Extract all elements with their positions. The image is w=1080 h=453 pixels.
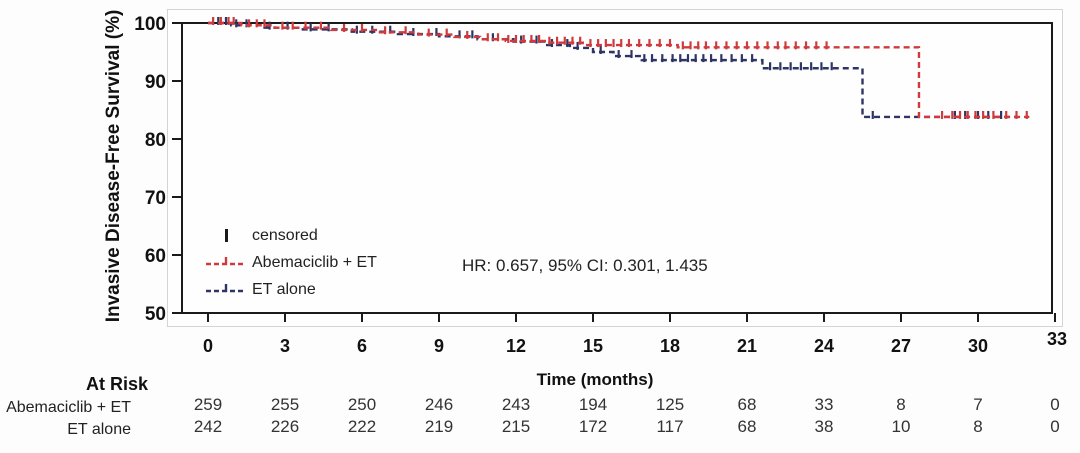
legend-label-abemaciclib: Abemaciclib + ET: [252, 253, 377, 271]
x-tick-label: 18: [660, 336, 680, 356]
at-risk-value: 33: [814, 395, 834, 414]
y-axis-title: Invasive Disease-Free Survival (%): [103, 9, 124, 323]
at-risk-value: 242: [193, 417, 223, 436]
y-tick-label: 90: [145, 72, 166, 93]
x-tick-label: 15: [583, 336, 603, 356]
survival-curve-ET alone: [208, 21, 1017, 119]
abemaciclib-line-icon: [204, 256, 248, 270]
x-tick-label: 24: [814, 336, 834, 356]
x-tick-label: 30: [968, 336, 988, 356]
legend-row-et-alone: ET alone: [204, 276, 377, 303]
x-tick-label: 9: [434, 336, 444, 356]
x-tick-label: 0: [203, 336, 213, 356]
at-risk-value: 246: [424, 395, 454, 414]
legend: censored Abemaciclib + ET ET alone: [204, 222, 377, 303]
at-risk-value: 219: [424, 417, 454, 436]
at-risk-row-label-et-alone: ET alone: [67, 421, 131, 438]
at-risk-value: 0: [1050, 417, 1060, 436]
at-risk-value: 0: [1050, 395, 1060, 414]
y-tick-label: 100: [134, 14, 166, 35]
y-tick-label: 70: [145, 188, 166, 209]
x-tick-label: 12: [506, 336, 526, 356]
y-tick-label: 80: [145, 130, 166, 151]
at-risk-value: 8: [973, 417, 983, 436]
at-risk-value: 7: [973, 395, 983, 414]
at-risk-value: 194: [578, 395, 608, 414]
at-risk-value: 215: [501, 417, 531, 436]
et-alone-line-icon: [204, 283, 248, 297]
at-risk-value: 222: [347, 417, 377, 436]
plot-outer-border: [167, 9, 1063, 327]
y-tick-label: 60: [145, 246, 166, 267]
legend-label-censored: censored: [252, 226, 318, 244]
at-risk-value: 172: [578, 417, 608, 436]
legend-label-et-alone: ET alone: [252, 280, 316, 298]
x-tick-label: 6: [357, 336, 367, 356]
at-risk-value: 68: [737, 417, 757, 436]
legend-row-censored: censored: [204, 222, 377, 249]
censored-tick-icon: [204, 229, 248, 242]
at-risk-value: 68: [737, 395, 757, 414]
y-tick-label: 50: [145, 304, 166, 325]
x-tick-label: 21: [737, 336, 757, 356]
at-risk-value: 38: [814, 417, 834, 436]
plot-frame: [181, 22, 1053, 314]
x-axis-title: Time (months): [536, 370, 654, 389]
x-tick-label: 33: [1047, 329, 1067, 349]
at-risk-row-label-abemaciclib: Abemaciclib + ET: [6, 399, 131, 416]
at-risk-value: 250: [347, 395, 377, 414]
at-risk-value: 226: [270, 417, 300, 436]
legend-row-abemaciclib: Abemaciclib + ET: [204, 249, 377, 276]
x-tick-label: 27: [891, 336, 911, 356]
survival-curve-Abemaciclib + ET: [208, 21, 1030, 119]
at-risk-value: 243: [501, 395, 531, 414]
at-risk-header: At Risk: [85, 374, 148, 394]
at-risk-value: 117: [656, 417, 684, 436]
x-tick-label: 3: [280, 336, 290, 356]
at-risk-value: 259: [193, 395, 223, 414]
at-risk-value: 10: [891, 417, 911, 436]
at-risk-value: 255: [270, 395, 300, 414]
at-risk-value: 8: [896, 395, 906, 414]
hazard-ratio-annotation: HR: 0.657, 95% CI: 0.301, 1.435: [462, 256, 708, 275]
at-risk-value: 125: [655, 395, 685, 414]
